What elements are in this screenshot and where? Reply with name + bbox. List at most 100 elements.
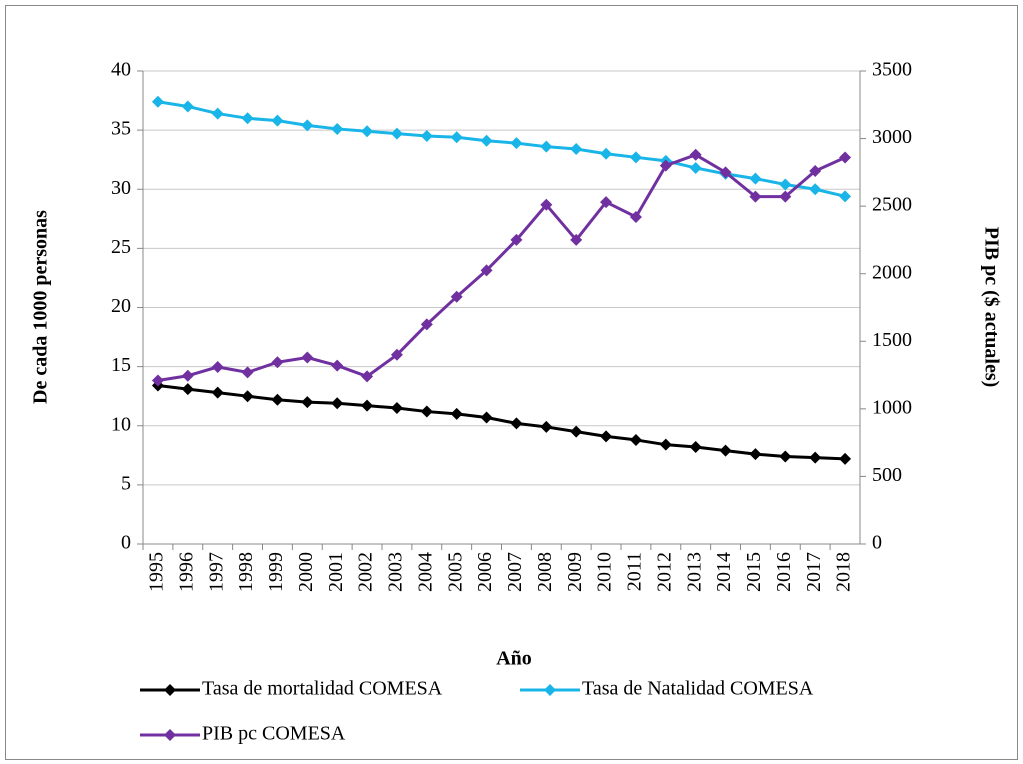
point-marker — [241, 112, 254, 125]
point-marker — [600, 430, 613, 443]
x-tick-label: 1999 — [265, 552, 287, 592]
x-tick-label: 2017 — [803, 552, 825, 592]
point-marker — [241, 390, 254, 403]
point-marker — [749, 448, 762, 461]
y2-tick-label: 3000 — [872, 126, 912, 148]
point-marker — [301, 396, 314, 409]
legend-marker — [544, 684, 556, 696]
point-marker — [629, 151, 642, 164]
legend-label: Tasa de Natalidad COMESA — [582, 678, 814, 700]
y-tick-label: 30 — [111, 177, 131, 199]
point-marker — [390, 348, 403, 361]
point-marker — [271, 114, 284, 127]
point-marker — [181, 369, 194, 382]
x-tick-label: 2001 — [325, 552, 347, 592]
y2-tick-label: 0 — [872, 532, 882, 554]
y-tick-label: 20 — [111, 295, 131, 317]
x-tick-label: 1996 — [175, 552, 197, 592]
x-tick-label: 2000 — [295, 552, 317, 592]
point-marker — [420, 405, 433, 418]
y-tick-label: 5 — [121, 472, 131, 494]
legend-marker — [164, 684, 176, 696]
point-marker — [271, 356, 284, 369]
point-marker — [689, 441, 702, 454]
y2-tick-label: 1000 — [872, 396, 912, 418]
point-marker — [600, 196, 613, 209]
point-marker — [361, 125, 374, 138]
point-marker — [301, 351, 314, 364]
x-tick-label: 2010 — [594, 552, 616, 592]
point-marker — [271, 393, 284, 406]
x-tick-label: 1998 — [235, 552, 257, 592]
point-marker — [749, 190, 762, 203]
y-tick-label: 15 — [111, 354, 131, 376]
y-tick-label: 40 — [111, 59, 131, 81]
point-marker — [719, 444, 732, 457]
series-line — [157, 153, 846, 382]
point-marker — [600, 147, 613, 160]
point-marker — [151, 95, 164, 108]
point-marker — [331, 397, 344, 410]
point-marker — [809, 183, 822, 196]
x-tick-label: 2015 — [743, 552, 765, 592]
point-marker — [839, 190, 852, 203]
point-marker — [331, 122, 344, 135]
point-marker — [450, 131, 463, 144]
x-tick-label: 2006 — [474, 552, 496, 592]
x-tick-label: 2005 — [444, 552, 466, 592]
y-axis-title: De cada 1000 personas — [30, 210, 52, 404]
point-marker — [480, 264, 493, 277]
x-axis-title: Año — [496, 648, 532, 670]
point-marker — [510, 417, 523, 430]
point-marker — [331, 359, 344, 372]
point-marker — [301, 119, 314, 132]
point-marker — [659, 159, 672, 172]
point-marker — [480, 134, 493, 147]
point-marker — [570, 425, 583, 438]
point-marker — [629, 433, 642, 446]
point-marker — [420, 130, 433, 143]
point-marker — [749, 172, 762, 185]
x-tick-label: 2004 — [414, 552, 436, 592]
x-tick-label: 2016 — [773, 552, 795, 592]
y2-tick-label: 1500 — [872, 329, 912, 351]
x-tick-label: 2007 — [504, 552, 526, 592]
point-marker — [779, 178, 792, 191]
point-marker — [689, 148, 702, 161]
point-marker — [570, 233, 583, 246]
x-tick-label: 2013 — [683, 552, 705, 592]
y2-tick-label: 3500 — [872, 59, 912, 81]
x-tick-label: 2018 — [833, 552, 855, 592]
chart-border — [5, 5, 1018, 760]
x-tick-label: 2008 — [534, 552, 556, 592]
point-marker — [839, 151, 852, 164]
point-marker — [719, 166, 732, 179]
point-marker — [211, 107, 224, 120]
y2-tick-label: 2000 — [872, 261, 912, 283]
point-marker — [361, 399, 374, 412]
point-marker — [809, 165, 822, 178]
point-marker — [450, 290, 463, 303]
point-marker — [540, 420, 553, 433]
point-marker — [779, 450, 792, 463]
y2-axis-title: PIB pc ($ actuales) — [980, 227, 1002, 388]
point-marker — [839, 452, 852, 465]
point-marker — [659, 438, 672, 451]
point-marker — [181, 100, 194, 113]
x-tick-label: 2002 — [355, 552, 377, 592]
point-marker — [390, 127, 403, 140]
point-marker — [540, 198, 553, 211]
legend-label: PIB pc COMESA — [202, 723, 346, 745]
y-tick-label: 10 — [111, 413, 131, 435]
point-marker — [181, 383, 194, 396]
point-marker — [809, 451, 822, 464]
point-marker — [241, 366, 254, 379]
point-marker — [211, 386, 224, 399]
point-marker — [390, 402, 403, 415]
x-tick-label: 2012 — [653, 552, 675, 592]
x-tick-label: 2003 — [385, 552, 407, 592]
point-marker — [480, 411, 493, 424]
x-tick-label: 2011 — [624, 552, 646, 591]
point-marker — [629, 210, 642, 223]
